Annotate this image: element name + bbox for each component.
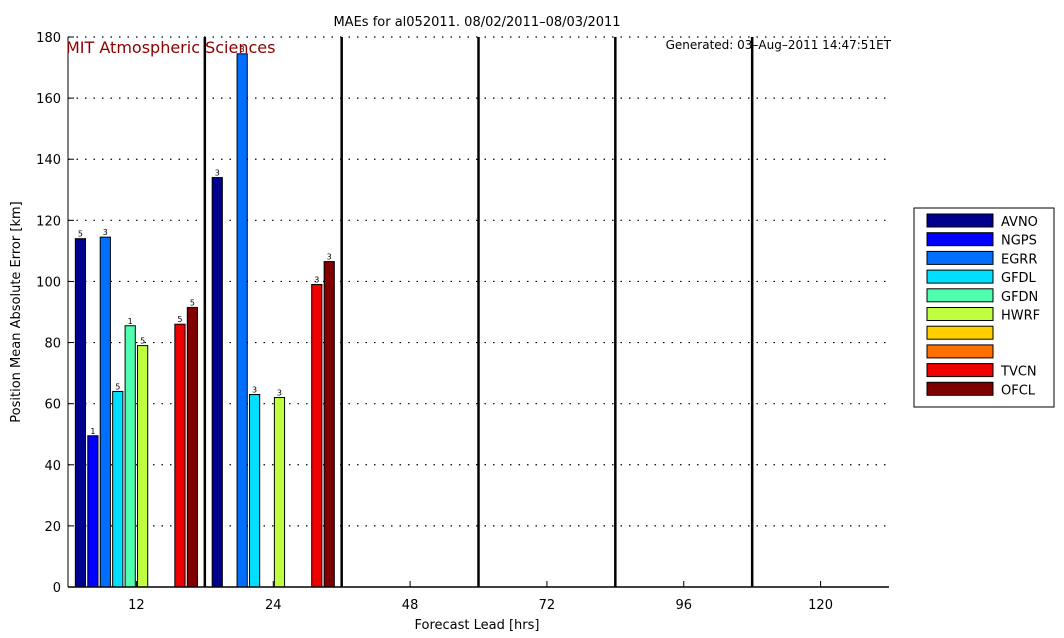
bar bbox=[87, 435, 99, 588]
x-tick-label: 48 bbox=[402, 598, 419, 613]
chart-title: MAEs for al052011. 08/02/2011–08/03/2011 bbox=[333, 15, 620, 30]
bar-count-label: 5 bbox=[78, 230, 83, 239]
legend-label: NGPS bbox=[1001, 234, 1037, 249]
bar bbox=[211, 177, 223, 588]
legend-swatch bbox=[926, 269, 994, 284]
legend-label: HWRF bbox=[1001, 309, 1040, 324]
y-tick-label: 20 bbox=[44, 520, 61, 535]
bar-count-label: 3 bbox=[314, 276, 319, 285]
bar bbox=[74, 238, 87, 588]
y-tick-label: 40 bbox=[44, 459, 61, 474]
bar-count-label: 3 bbox=[103, 228, 108, 237]
y-axis-label: Position Mean Absolute Error [km] bbox=[9, 201, 24, 422]
legend-swatch bbox=[926, 288, 994, 303]
legend: AVNO NGPS EGRR GFDL GFDN HWRF TVCN OFCL bbox=[913, 207, 1055, 408]
bar-count-label: 3 bbox=[327, 253, 332, 262]
x-axis-label: Forecast Lead [hrs] bbox=[414, 618, 539, 633]
bar-count-label: 1 bbox=[128, 317, 133, 326]
bar bbox=[99, 236, 111, 588]
x-tick-label: 12 bbox=[128, 598, 145, 613]
x-tick-label: 72 bbox=[539, 598, 556, 613]
bar-count-label: 5 bbox=[190, 298, 195, 307]
bar bbox=[124, 325, 136, 588]
bar bbox=[112, 390, 124, 588]
y-tick-label: 160 bbox=[36, 92, 61, 107]
bar bbox=[248, 394, 261, 588]
bar bbox=[311, 284, 323, 588]
bar bbox=[273, 397, 286, 588]
legend-label: GFDN bbox=[1001, 290, 1038, 305]
legend-swatch bbox=[926, 363, 994, 378]
bar-count-label: 3 bbox=[215, 169, 220, 178]
bar-count-label: 5 bbox=[115, 382, 120, 391]
legend-swatch bbox=[926, 325, 994, 340]
legend-label: TVCN bbox=[1000, 365, 1037, 380]
bar-count-label: 5 bbox=[140, 337, 145, 346]
y-tick-label: 0 bbox=[53, 581, 61, 596]
axes bbox=[67, 37, 889, 588]
bar bbox=[186, 306, 198, 588]
y-tick-label: 80 bbox=[44, 337, 61, 352]
legend-label: AVNO bbox=[1001, 215, 1038, 230]
legend-swatch bbox=[926, 213, 994, 228]
bar-count-label: 3 bbox=[277, 389, 282, 398]
legend-label: GFDL bbox=[1001, 271, 1037, 286]
x-tick-labels: 12 24 48 72 96 120 bbox=[128, 581, 833, 613]
brand-watermark: MIT Atmospheric Sciences bbox=[66, 38, 275, 57]
legend-swatch bbox=[926, 344, 994, 359]
legend-label: EGRR bbox=[1001, 252, 1037, 267]
bar bbox=[323, 261, 335, 588]
y-tick-label: 180 bbox=[36, 31, 61, 46]
bar bbox=[137, 345, 149, 588]
bar-count-label: 3 bbox=[252, 386, 257, 395]
y-tick-labels: 0 20 40 60 80 100 120 140 160 180 bbox=[36, 31, 74, 596]
legend-swatch bbox=[926, 250, 994, 265]
generated-timestamp: Generated: 03–Aug–2011 14:47:51ET bbox=[666, 38, 892, 52]
legend-swatch bbox=[926, 232, 994, 247]
bar-count-label: 5 bbox=[177, 315, 182, 324]
x-tick-label: 96 bbox=[675, 598, 692, 613]
legend-swatch bbox=[926, 307, 994, 321]
legend-label: OFCL bbox=[1001, 383, 1036, 398]
bar-count-label: 1 bbox=[90, 427, 95, 436]
y-tick-label: 60 bbox=[44, 398, 61, 413]
legend-swatch bbox=[926, 381, 994, 396]
group-dividers bbox=[203, 37, 754, 587]
y-tick-label: 140 bbox=[36, 153, 61, 168]
y-tick-label: 100 bbox=[36, 275, 61, 290]
x-tick-label: 120 bbox=[808, 598, 833, 613]
x-tick-label: 24 bbox=[265, 598, 282, 613]
bar bbox=[236, 53, 248, 588]
bar bbox=[174, 323, 186, 588]
bar-count-label: 3 bbox=[240, 45, 245, 54]
y-tick-label: 120 bbox=[36, 214, 61, 229]
